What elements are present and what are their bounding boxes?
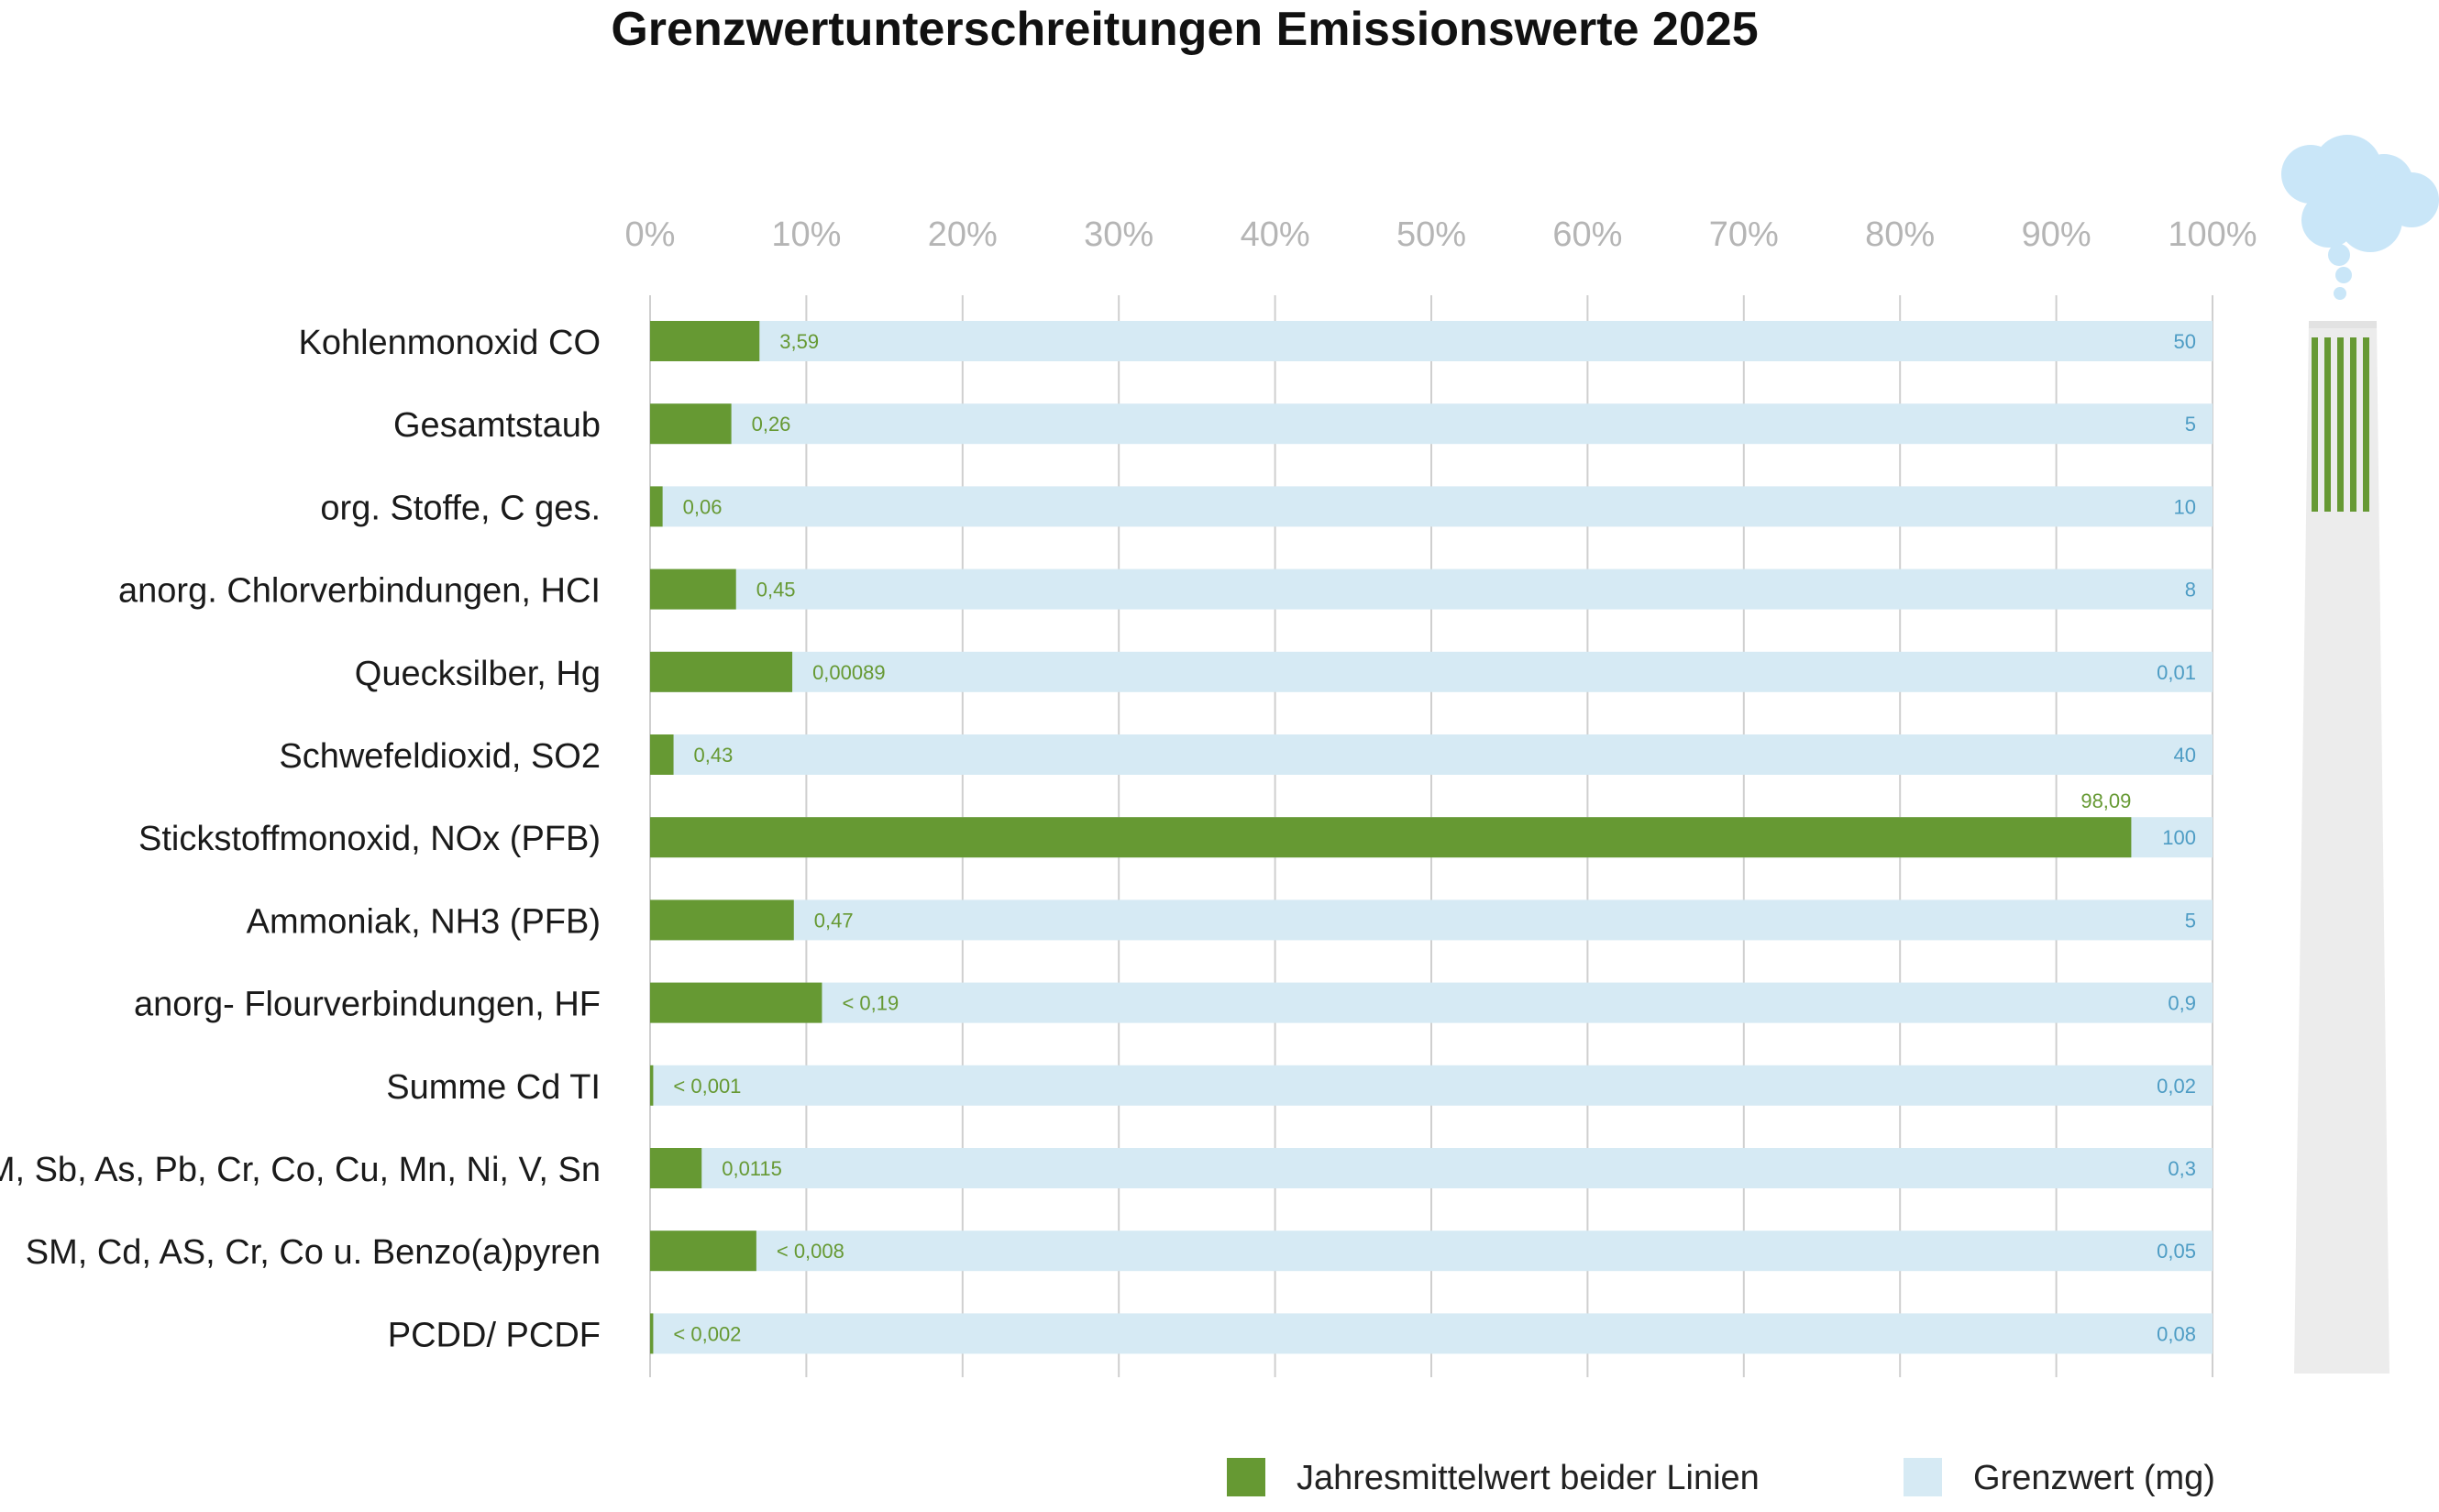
category-label: anorg. Chlorverbindungen, HCI xyxy=(118,572,601,611)
grenzwert-value-label: 0,05 xyxy=(2157,1240,2196,1263)
category-label: PCDD/ PCDF xyxy=(388,1316,601,1354)
x-tick-labels: 0% 10% 20% 30% 40% 50% 60% 70% 80% 90% 100% xyxy=(625,215,2257,254)
category-label: SM, Cd, AS, Cr, Co u. Benzo(a)pyren xyxy=(26,1233,601,1272)
grenzwert-value-label: 0,3 xyxy=(2168,1157,2196,1180)
chart-title: Grenzwertunterschreitungen Emissionswert… xyxy=(611,3,1759,56)
jahresmittelwert-value-label: < 0,19 xyxy=(842,992,899,1015)
jahresmittelwert-value-label: 0,06 xyxy=(683,495,723,518)
grenzwert-bar xyxy=(650,734,2213,775)
jahresmittelwert-value-label: 0,45 xyxy=(756,579,796,601)
x-tick-label: 10% xyxy=(771,215,841,254)
jahresmittelwert-bar xyxy=(650,321,760,361)
x-tick-label: 30% xyxy=(1084,215,1153,254)
x-tick-label: 50% xyxy=(1396,215,1466,254)
grenzwert-value-label: 5 xyxy=(2185,413,2196,436)
grenzwert-value-label: 8 xyxy=(2185,579,2196,601)
jahresmittelwert-value-label: < 0,008 xyxy=(777,1240,844,1263)
x-tick-label: 80% xyxy=(1865,215,1935,254)
jahresmittelwert-value-label: < 0,001 xyxy=(673,1075,741,1098)
x-tick-label: 100% xyxy=(2168,215,2257,254)
jahresmittelwert-value-label: 3,59 xyxy=(779,330,819,353)
jahresmittelwert-bar xyxy=(650,734,674,775)
grenzwert-bar xyxy=(650,1065,2213,1106)
x-tick-label: 90% xyxy=(2022,215,2091,254)
x-tick-label: 40% xyxy=(1241,215,1310,254)
smoke-cloud-icon xyxy=(2281,135,2439,300)
grenzwert-bar xyxy=(650,1231,2213,1272)
grenzwert-value-label: 0,08 xyxy=(2157,1322,2196,1345)
jahresmittelwert-bar xyxy=(650,1065,654,1106)
category-label: anorg- Flourverbindungen, HF xyxy=(134,986,601,1024)
grenzwert-value-label: 0,02 xyxy=(2157,1075,2196,1098)
jahresmittelwert-bar xyxy=(650,568,736,610)
category-label: Kohlenmonoxid CO xyxy=(298,324,601,362)
category-label: Summe Cd TI xyxy=(386,1068,601,1107)
grenzwert-bar xyxy=(650,321,2213,361)
grenzwert-bar xyxy=(650,403,2213,445)
category-labels: Kohlenmonoxid CO Gesamtstaub org. Stoffe, … xyxy=(0,324,601,1354)
category-label: org. Stoffe, C ges. xyxy=(320,489,601,527)
jahresmittelwert-bar xyxy=(650,817,2132,858)
grenzwert-bar xyxy=(650,1313,2213,1354)
legend-label-grenzwert: Grenzwert (mg) xyxy=(1973,1459,2215,1497)
jahresmittelwert-value-label: 0,43 xyxy=(694,744,734,767)
jahresmittelwert-bar xyxy=(650,1313,654,1354)
grenzwert-value-label: 100 xyxy=(2162,826,2196,849)
grenzwert-bar xyxy=(650,568,2213,610)
jahresmittelwert-bar xyxy=(650,651,793,692)
jahresmittelwert-value-label: 0,26 xyxy=(752,413,791,436)
grenzwert-bar xyxy=(650,486,2213,527)
grenzwert-bar xyxy=(650,1148,2213,1188)
jahresmittelwert-bar xyxy=(650,982,822,1023)
grenzwert-bar xyxy=(650,899,2213,941)
legend-swatch-grenzwert xyxy=(1904,1458,1942,1496)
grenzwert-value-label: 10 xyxy=(2174,495,2196,518)
x-tick-label: 70% xyxy=(1709,215,1779,254)
jahresmittelwert-value-label: 0,00089 xyxy=(812,661,886,684)
jahresmittelwert-bar xyxy=(650,899,794,941)
x-tick-label: 0% xyxy=(625,215,676,254)
grenzwert-bar xyxy=(650,982,2213,1023)
grenzwert-value-label: 0,9 xyxy=(2168,992,2196,1015)
chimney-icon xyxy=(2294,321,2389,1374)
grenzwert-value-label: 50 xyxy=(2174,330,2196,353)
legend: Jahresmittelwert beider Linien Grenzwert… xyxy=(1227,1458,2215,1497)
jahresmittelwert-value-label: 98,09 xyxy=(2080,789,2131,812)
category-label: Stickstoffmonoxid, NOx (PFB) xyxy=(138,820,601,858)
grenzwert-value-label: 5 xyxy=(2185,909,2196,932)
x-tick-label: 60% xyxy=(1552,215,1622,254)
category-label: SM, Sb, As, Pb, Cr, Co, Cu, Mn, Ni, V, S… xyxy=(0,1151,601,1189)
category-label: Quecksilber, Hg xyxy=(355,655,601,693)
jahresmittelwert-bar xyxy=(650,1148,702,1188)
jahresmittelwert-bar xyxy=(650,486,663,527)
category-label: Gesamtstaub xyxy=(393,406,601,445)
jahresmittelwert-value-label: 0,47 xyxy=(814,909,854,932)
legend-label-jahresmittelwert: Jahresmittelwert beider Linien xyxy=(1297,1459,1760,1497)
grenzwert-value-label: 40 xyxy=(2174,744,2196,767)
legend-swatch-jahresmittelwert xyxy=(1227,1458,1265,1496)
grenzwert-bar xyxy=(650,651,2213,692)
x-tick-label: 20% xyxy=(928,215,998,254)
category-label: Ammoniak, NH3 (PFB) xyxy=(247,902,601,941)
jahresmittelwert-bar xyxy=(650,403,732,445)
category-label: Schwefeldioxid, SO2 xyxy=(279,737,601,776)
grenzwert-value-label: 0,01 xyxy=(2157,661,2196,684)
jahresmittelwert-value-label: 0,0115 xyxy=(722,1157,782,1180)
jahresmittelwert-value-label: < 0,002 xyxy=(673,1322,741,1345)
bars: 3,59 50 0,26 5 0,06 10 0,45 8 0,00089 0,01 0,43 40 9… xyxy=(650,321,2213,1354)
jahresmittelwert-bar xyxy=(650,1231,756,1272)
